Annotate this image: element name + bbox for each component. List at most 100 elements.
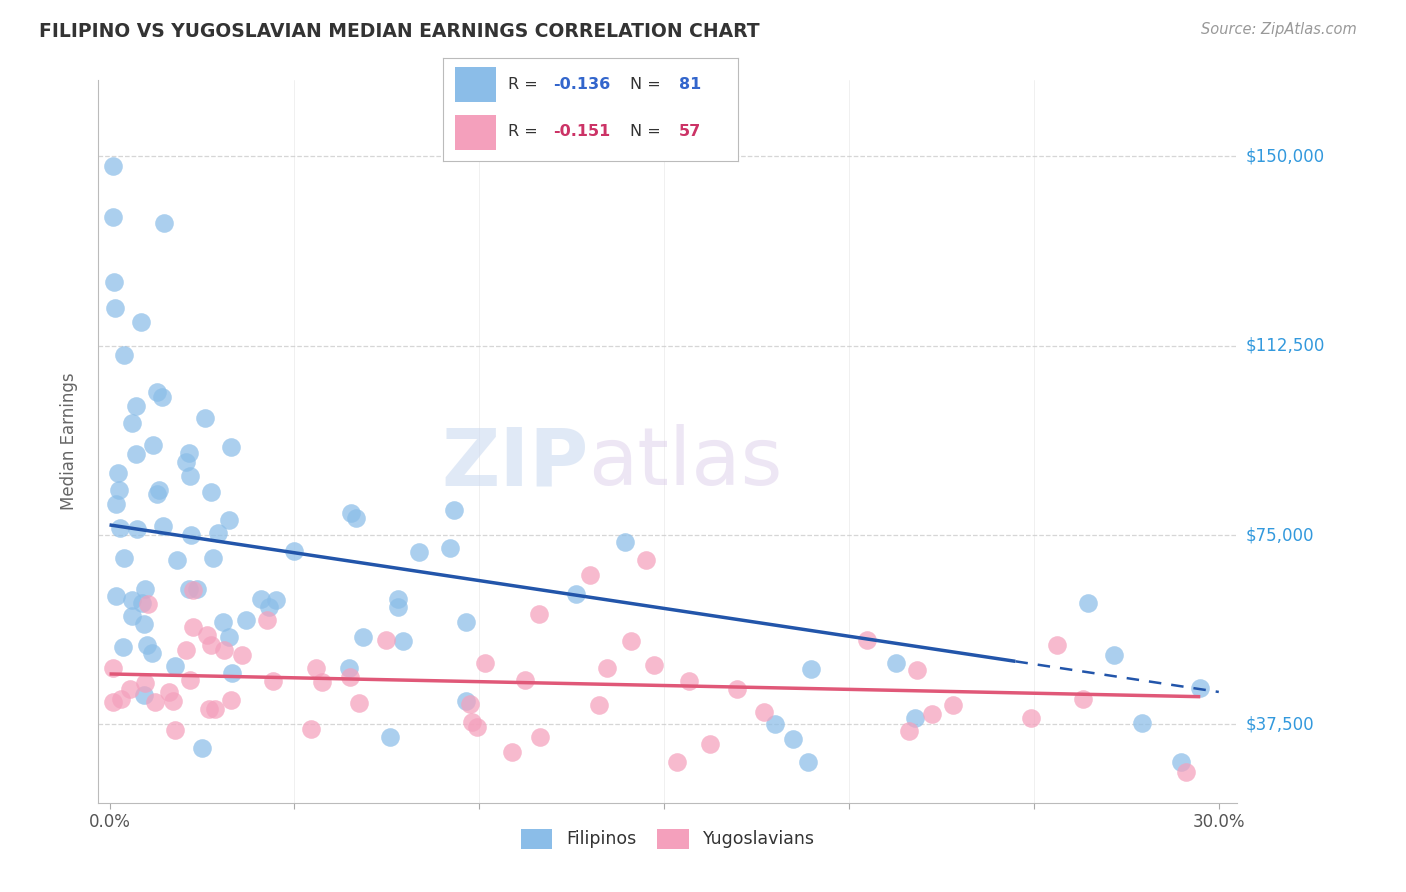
Point <box>141 646 163 660</box>
Point <box>125 447 148 461</box>
Point <box>197 702 219 716</box>
Point <box>218 513 240 527</box>
Text: Source: ZipAtlas.com: Source: ZipAtlas.com <box>1201 22 1357 37</box>
Point <box>643 658 665 673</box>
Bar <box>454 115 496 150</box>
Text: ZIP: ZIP <box>441 425 588 502</box>
Point <box>103 210 125 224</box>
Point <box>614 535 637 549</box>
Point <box>1071 691 1094 706</box>
Point <box>180 528 202 542</box>
Point <box>1175 765 1198 780</box>
Point <box>231 648 253 662</box>
Point <box>634 553 657 567</box>
Point <box>725 681 748 696</box>
Point <box>186 582 208 597</box>
Point <box>135 638 157 652</box>
Point <box>501 745 523 759</box>
Point <box>311 674 333 689</box>
Point <box>1077 596 1099 610</box>
Text: 57: 57 <box>679 124 702 139</box>
Point <box>529 731 551 745</box>
Point <box>112 640 135 654</box>
Point <box>221 665 243 680</box>
Point <box>174 455 197 469</box>
Point <box>1046 638 1069 652</box>
Point <box>855 633 877 648</box>
Point <box>114 551 136 566</box>
Point <box>392 634 415 648</box>
Point <box>408 545 430 559</box>
Text: $37,500: $37,500 <box>1246 715 1315 733</box>
Point <box>152 518 174 533</box>
Point <box>352 630 374 644</box>
Point <box>142 438 165 452</box>
Point <box>181 620 204 634</box>
Point <box>235 613 257 627</box>
Point <box>120 682 142 697</box>
Point <box>465 720 488 734</box>
Point <box>207 526 229 541</box>
Point <box>179 673 201 688</box>
Y-axis label: Median Earnings: Median Earnings <box>59 373 77 510</box>
Point <box>588 698 610 713</box>
Bar <box>454 67 496 102</box>
Point <box>162 694 184 708</box>
Text: $112,500: $112,500 <box>1246 336 1324 354</box>
Point <box>219 692 242 706</box>
Point <box>454 615 477 629</box>
Point <box>763 717 786 731</box>
Point <box>194 411 217 425</box>
Point <box>579 568 602 582</box>
Point <box>108 521 131 535</box>
Point <box>150 390 173 404</box>
Point <box>131 596 153 610</box>
Point <box>264 593 287 607</box>
Point <box>165 723 187 737</box>
Point <box>191 741 214 756</box>
Point <box>165 659 187 673</box>
Point <box>800 662 823 676</box>
Point <box>378 731 401 745</box>
Point <box>132 616 155 631</box>
Point <box>134 675 156 690</box>
Point <box>145 385 167 400</box>
Point <box>339 670 361 684</box>
Point <box>443 502 465 516</box>
Point <box>103 694 125 708</box>
Point <box>145 487 167 501</box>
Point <box>344 510 367 524</box>
Point <box>620 634 643 648</box>
Point <box>181 582 204 597</box>
Point <box>103 276 125 290</box>
Text: -0.136: -0.136 <box>554 77 610 92</box>
Point <box>921 706 943 721</box>
Point <box>752 705 775 719</box>
Point <box>339 506 361 520</box>
Point <box>105 498 128 512</box>
Point <box>136 597 159 611</box>
Text: 81: 81 <box>679 77 702 92</box>
Point <box>283 543 305 558</box>
Point <box>121 593 143 607</box>
Point <box>782 732 804 747</box>
Point <box>461 715 484 730</box>
Point <box>218 630 240 644</box>
Point <box>104 589 127 603</box>
Text: R =: R = <box>508 77 543 92</box>
Point <box>299 722 322 736</box>
Point <box>177 582 200 597</box>
Point <box>905 663 928 677</box>
Point <box>212 615 235 629</box>
Point <box>132 689 155 703</box>
Point <box>125 399 148 413</box>
Point <box>513 673 536 687</box>
Point <box>219 440 242 454</box>
Text: -0.151: -0.151 <box>554 124 610 139</box>
Point <box>110 691 132 706</box>
Point <box>249 592 271 607</box>
Point <box>195 627 218 641</box>
Point <box>454 694 477 708</box>
Point <box>262 673 284 688</box>
Point <box>153 216 176 230</box>
